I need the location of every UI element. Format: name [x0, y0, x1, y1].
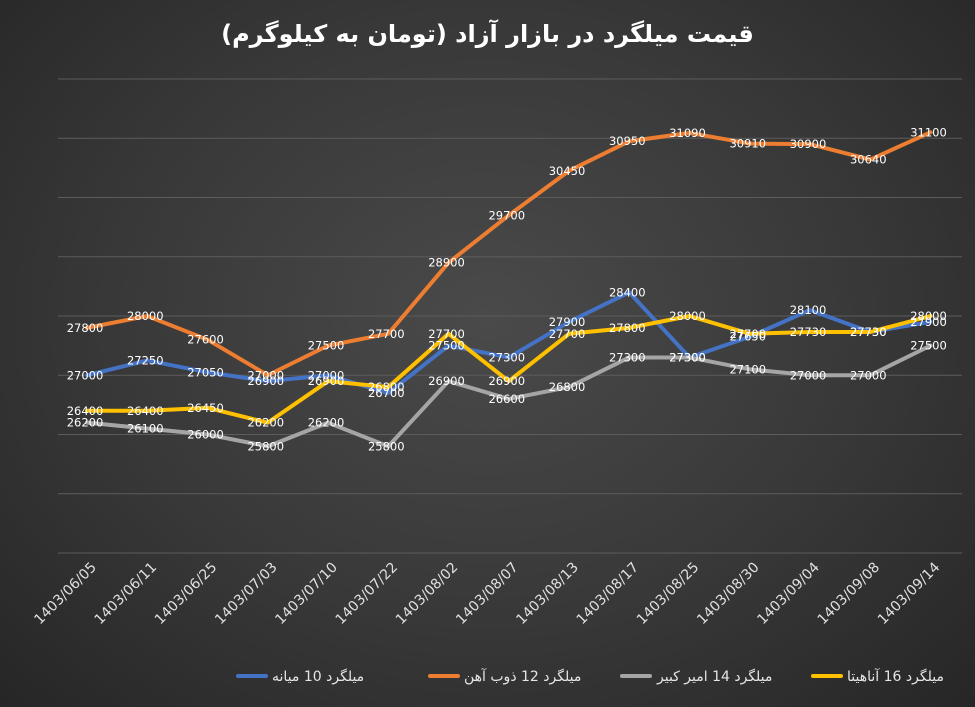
- data-label: 27000: [247, 368, 284, 382]
- data-label: 27050: [187, 365, 224, 379]
- data-label: 27650: [729, 330, 766, 344]
- data-label: 26800: [549, 380, 586, 394]
- data-label: 27000: [67, 368, 104, 382]
- data-label: 28900: [428, 256, 465, 270]
- data-label: 27300: [669, 350, 706, 364]
- data-label: 28400: [609, 285, 646, 299]
- x-tick-label: 1403/08/25: [634, 560, 702, 628]
- data-label: 27900: [549, 315, 586, 329]
- data-label: 27700: [428, 327, 465, 341]
- data-label: 26200: [308, 416, 345, 430]
- x-tick-label: 1403/09/04: [754, 559, 822, 627]
- x-tick-label: 1403/06/25: [152, 560, 220, 628]
- data-label: 26900: [428, 374, 465, 388]
- data-label: 26400: [127, 404, 164, 418]
- data-label: 27000: [790, 368, 827, 382]
- x-tick-label: 1403/06/05: [31, 560, 99, 628]
- data-label: 27300: [488, 350, 525, 364]
- data-label: 28000: [669, 309, 706, 323]
- data-label: 25800: [247, 439, 284, 453]
- data-label: 26450: [187, 401, 224, 415]
- series-line-3: [85, 343, 933, 449]
- data-label: 26900: [488, 374, 525, 388]
- data-label: 27500: [910, 339, 947, 353]
- data-label: 28100: [790, 303, 827, 317]
- x-tick-label: 1403/08/17: [574, 560, 642, 628]
- data-label: 27250: [127, 353, 164, 367]
- data-label: 27100: [729, 362, 766, 376]
- data-label: 27300: [669, 350, 706, 364]
- data-label: 30950: [609, 134, 646, 148]
- data-label: 25800: [368, 439, 405, 453]
- data-label: 26800: [368, 380, 405, 394]
- data-label: 28000: [910, 309, 947, 323]
- x-tick-label: 1403/08/02: [393, 560, 461, 628]
- data-label: 27730: [850, 325, 887, 339]
- data-label: 27700: [729, 327, 766, 341]
- data-label: 26900: [247, 374, 284, 388]
- x-tick-label: 1403/08/13: [513, 560, 581, 628]
- series-line-1: [85, 290, 933, 396]
- data-label: 27300: [609, 350, 646, 364]
- data-label: 30450: [549, 164, 586, 178]
- x-tick-label: 1403/09/14: [875, 559, 943, 627]
- x-tick-label: 1403/06/11: [92, 560, 160, 628]
- data-label: 27730: [850, 325, 887, 339]
- data-label: 26600: [488, 392, 525, 406]
- data-label: 26700: [368, 386, 405, 400]
- data-label: 27700: [368, 327, 405, 341]
- data-label: 31100: [910, 125, 947, 139]
- data-label: 30900: [790, 137, 827, 151]
- legend-label: میلگرد 12 ذوب آهن: [464, 668, 581, 685]
- data-label: 27000: [308, 368, 345, 382]
- series-line-4: [85, 314, 933, 425]
- data-label: 27900: [910, 315, 947, 329]
- series-line-2: [85, 130, 933, 378]
- x-tick-label: 1403/07/03: [212, 560, 280, 628]
- data-label: 27500: [428, 339, 465, 353]
- data-label: 28000: [127, 309, 164, 323]
- data-label: 31090: [669, 126, 706, 140]
- data-label: 27600: [187, 333, 224, 347]
- legend-label: میلگرد 14 امیر کبیر: [656, 668, 772, 685]
- legend-label: میلگرد 16 آناهیتا: [847, 668, 944, 685]
- data-label: 26200: [247, 416, 284, 430]
- legend-label: میلگرد 10 میانه: [272, 668, 364, 685]
- data-label: 26100: [127, 422, 164, 436]
- data-label: 27700: [549, 327, 586, 341]
- data-label: 29700: [488, 208, 525, 222]
- data-label: 30910: [729, 137, 766, 151]
- data-label: 30640: [850, 153, 887, 167]
- data-label: 27730: [790, 325, 827, 339]
- x-tick-label: 1403/07/10: [272, 560, 340, 628]
- data-label: 27500: [308, 339, 345, 353]
- data-label: 27800: [67, 321, 104, 335]
- data-label: 26400: [67, 404, 104, 418]
- chart-title: قیمت میلگرد در بازار آزاد (تومان به کیلو…: [221, 20, 754, 48]
- data-label: 27000: [850, 368, 887, 382]
- x-tick-label: 1403/07/22: [333, 560, 401, 628]
- x-tick-label: 1403/08/30: [694, 560, 762, 628]
- data-label: 26200: [67, 416, 104, 430]
- data-label: 26900: [308, 374, 345, 388]
- x-tick-label: 1403/09/08: [815, 560, 883, 628]
- x-tick-label: 1403/08/07: [453, 560, 521, 628]
- data-label: 27800: [609, 321, 646, 335]
- data-label: 26000: [187, 428, 224, 442]
